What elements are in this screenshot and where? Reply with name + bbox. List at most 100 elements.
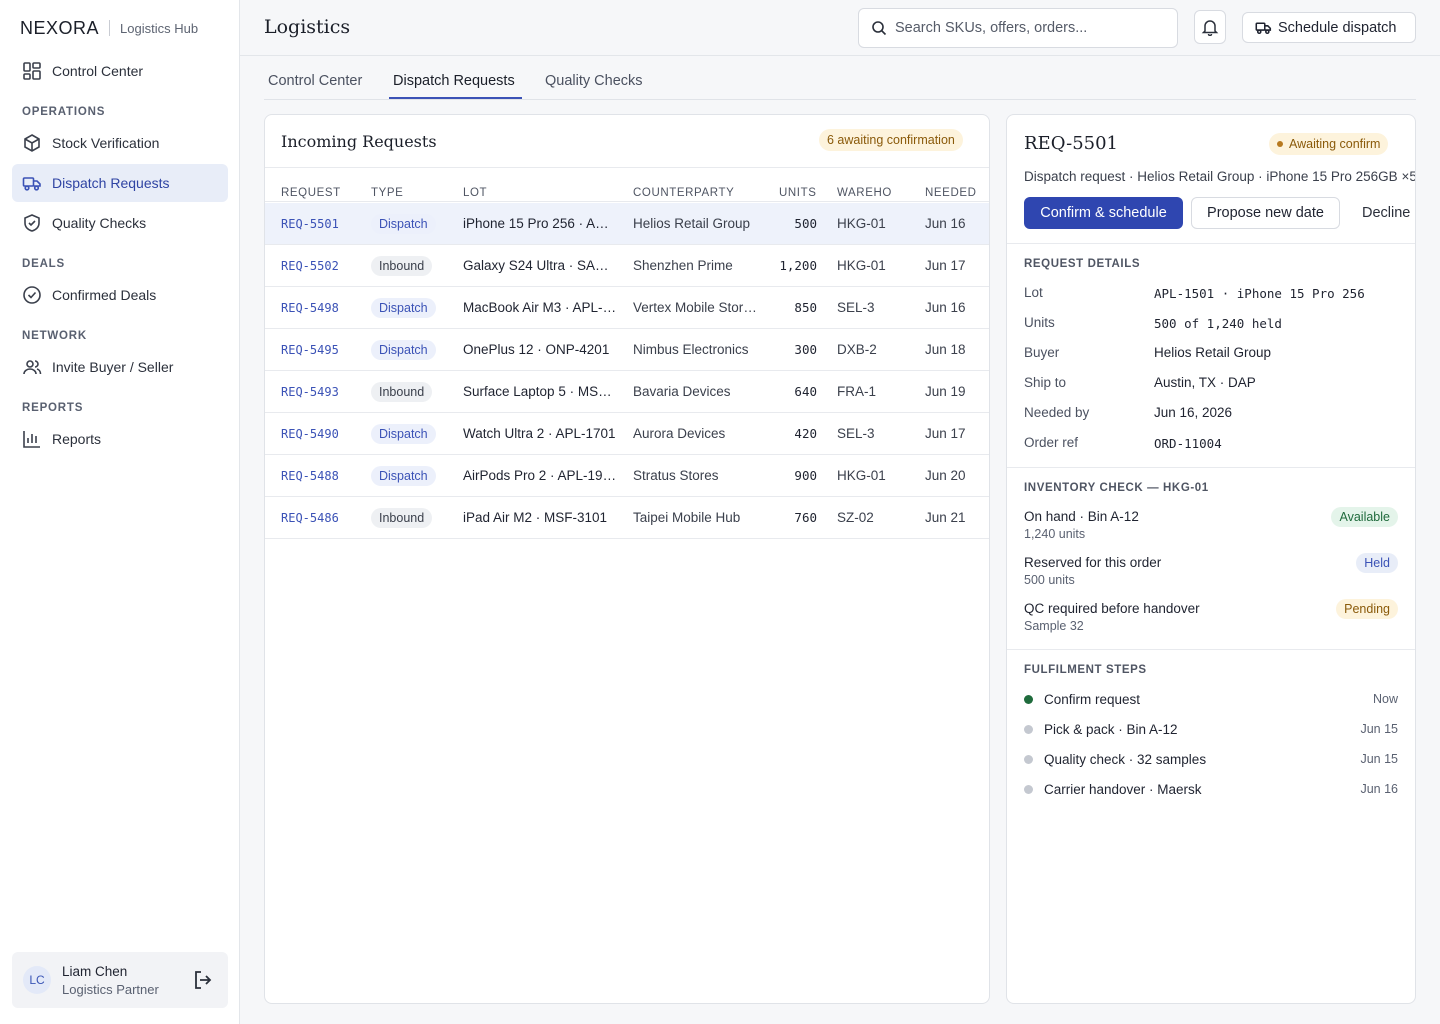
propose-new-date-button[interactable]: Propose new date <box>1191 197 1340 229</box>
column-header[interactable]: LOT <box>463 187 488 199</box>
sidebar-item-invite[interactable]: Invite Buyer / Seller <box>12 348 228 386</box>
fulfilment-step: Pick & pack · Bin A-12 Jun 15 <box>1024 719 1398 739</box>
request-id-link[interactable]: REQ-5488 <box>281 468 339 483</box>
user-role: Logistics Partner <box>62 982 159 997</box>
sidebar-item-reports[interactable]: Reports <box>12 420 228 458</box>
brand-subtitle: Logistics Hub <box>120 20 199 36</box>
lot-cell: iPad Air M2 · MSF-3101 <box>463 510 608 525</box>
needed-cell: Jun 16 <box>925 300 966 315</box>
sidebar-item-stock-verification[interactable]: Stock Verification <box>12 124 228 162</box>
type-cell: Dispatch <box>371 413 436 454</box>
needed-cell: Jun 17 <box>925 426 966 441</box>
request-id-link[interactable]: REQ-5501 <box>281 216 339 231</box>
detail-key: Units <box>1024 315 1055 330</box>
column-header[interactable]: NEEDED <box>925 187 977 199</box>
active-tab-indicator <box>389 97 522 99</box>
type-cell: Inbound <box>371 497 433 538</box>
logout-icon[interactable] <box>192 969 214 991</box>
counterparty-cell: Aurora Devices <box>633 426 726 441</box>
table-row[interactable]: REQ-5501 Dispatch iPhone 15 Pro 256 · APL-… <box>265 203 989 245</box>
inventory-item-sub: 1,240 units <box>1024 527 1086 541</box>
step-status-dot <box>1024 694 1033 704</box>
units-cell: 640 <box>794 384 817 399</box>
counterparty-cell: Bavaria Devices <box>633 384 731 399</box>
section-title: FULFILMENT STEPS <box>1024 664 1147 676</box>
warehouse-cell: SEL-3 <box>837 426 875 441</box>
request-id-link[interactable]: REQ-5502 <box>281 258 339 273</box>
section-title: REQUEST DETAILS <box>1024 258 1141 270</box>
nav-section-network: NETWORK <box>22 330 88 342</box>
column-header[interactable]: WAREHO <box>837 187 892 199</box>
section-title: INVENTORY CHECK — HKG-01 <box>1024 482 1209 494</box>
detail-request-id: REQ-5501 <box>1024 133 1118 154</box>
decline-button[interactable]: Decline <box>1362 205 1411 221</box>
step-status-dot <box>1024 784 1033 794</box>
lot-cell: Galaxy S24 Ultra · SAM-2401 <box>463 258 617 273</box>
sidebar-item-label: Confirmed Deals <box>52 287 157 303</box>
card-title: Incoming Requests <box>281 132 437 151</box>
column-header[interactable]: COUNTERPARTY <box>633 187 735 199</box>
table-row[interactable]: REQ-5498 Dispatch MacBook Air M3 · APL-160… <box>265 287 989 329</box>
request-id-link[interactable]: REQ-5486 <box>281 510 339 525</box>
counterparty-cell: Vertex Mobile Stores <box>633 300 757 315</box>
table-row[interactable]: REQ-5490 Dispatch Watch Ultra 2 · APL-1701… <box>265 413 989 455</box>
box-icon <box>24 134 40 152</box>
sidebar-item-control-center[interactable]: Control Center <box>12 52 228 90</box>
request-id-link[interactable]: REQ-5490 <box>281 426 339 441</box>
column-header[interactable]: REQUEST <box>281 187 341 199</box>
type-cell: Dispatch <box>371 455 436 496</box>
table-row[interactable]: REQ-5488 Dispatch AirPods Pro 2 · APL-1901… <box>265 455 989 497</box>
detail-value: Austin, TX · DAP <box>1154 375 1256 390</box>
request-id-link[interactable]: REQ-5498 <box>281 300 339 315</box>
truck-icon <box>22 177 41 191</box>
tab-quality-checks[interactable]: Quality Checks <box>545 73 643 89</box>
units-cell: 760 <box>794 510 817 525</box>
fulfilment-step: Quality check · 32 samples Jun 15 <box>1024 749 1398 769</box>
sidebar-item-dispatch-requests[interactable]: Dispatch Requests <box>12 164 228 202</box>
request-id-link[interactable]: REQ-5495 <box>281 342 339 357</box>
search-box[interactable] <box>858 8 1178 48</box>
schedule-dispatch-button[interactable]: Schedule dispatch <box>1242 12 1416 43</box>
inventory-status-badge: Available <box>1331 507 1398 527</box>
column-header[interactable]: TYPE <box>371 187 404 199</box>
detail-value: Helios Retail Group <box>1154 345 1272 360</box>
needed-cell: Jun 20 <box>925 468 966 483</box>
type-badge: Inbound <box>371 381 433 402</box>
counterparty-cell: Stratus Stores <box>633 468 719 483</box>
inventory-item-sub: 500 units <box>1024 573 1075 587</box>
check-circle-icon <box>23 286 41 304</box>
request-id-link[interactable]: REQ-5493 <box>281 384 339 399</box>
brand-logo-text: NEXORA <box>20 17 100 38</box>
sidebar-item-label: Control Center <box>52 63 144 79</box>
inventory-status-badge: Pending <box>1336 599 1398 619</box>
search-input[interactable] <box>895 20 1165 36</box>
warehouse-cell: HKG-01 <box>837 216 886 231</box>
needed-cell: Jun 19 <box>925 384 966 399</box>
awaiting-badge: 6 awaiting confirmation <box>819 129 963 151</box>
confirm-schedule-button[interactable]: Confirm & schedule <box>1024 197 1183 229</box>
table-row[interactable]: REQ-5502 Inbound Galaxy S24 Ultra · SAM-24… <box>265 245 989 287</box>
table-row[interactable]: REQ-5486 Inbound iPad Air M2 · MSF-3101 Tai… <box>265 497 989 539</box>
sidebar: NEXORA Logistics Hub Control Center OPER… <box>0 0 240 1024</box>
lot-cell: iPhone 15 Pro 256 · APL-1501 <box>463 216 617 231</box>
nav-section-operations: OPERATIONS <box>22 106 106 118</box>
sidebar-item-label: Dispatch Requests <box>52 175 170 191</box>
table-row[interactable]: REQ-5495 Dispatch OnePlus 12 · ONP-4201 Nim… <box>265 329 989 371</box>
schedule-dispatch-label: Schedule dispatch <box>1278 19 1397 36</box>
table-row[interactable]: REQ-5493 Inbound Surface Laptop 5 · MSF-22… <box>265 371 989 413</box>
tab-control-center[interactable]: Control Center <box>268 73 363 89</box>
tab-dispatch-requests[interactable]: Dispatch Requests <box>393 73 515 89</box>
sidebar-item-label: Stock Verification <box>52 135 160 151</box>
sidebar-item-confirmed-deals[interactable]: Confirmed Deals <box>12 276 228 314</box>
units-cell: 1,200 <box>779 258 817 273</box>
step-label: Confirm request <box>1044 691 1141 707</box>
nav-section-reports: REPORTS <box>22 402 84 414</box>
request-detail-card: REQ-5501 Awaiting confirm Dispatch reque… <box>1006 114 1416 1004</box>
sidebar-item-quality-checks[interactable]: Quality Checks <box>12 204 228 242</box>
type-badge: Dispatch <box>371 423 436 444</box>
user-card[interactable]: LC Liam Chen Logistics Partner <box>12 952 228 1008</box>
status-dot <box>1277 141 1283 147</box>
brand[interactable]: NEXORA Logistics Hub <box>20 17 198 39</box>
notifications-button[interactable] <box>1194 10 1226 44</box>
column-header[interactable]: UNITS <box>779 187 817 199</box>
